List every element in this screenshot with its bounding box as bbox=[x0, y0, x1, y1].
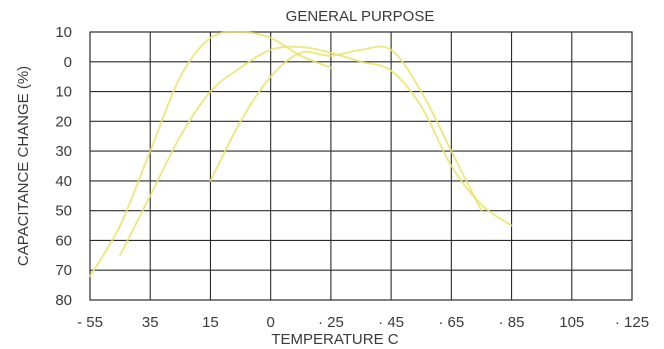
y-tick-label: 60 bbox=[55, 232, 72, 249]
series-line-1 bbox=[89, 30, 332, 278]
x-tick-label: · 45 bbox=[378, 314, 404, 331]
x-tick-label: · 65 bbox=[438, 314, 464, 331]
x-tick-label: · 85 bbox=[499, 314, 525, 331]
x-axis-ticks: - 55 35 15 0 · 25 · 45 · 65 · 85 105 · 125 bbox=[77, 314, 649, 331]
y-axis-label: CAPACITANCE CHANGE (%) bbox=[15, 66, 32, 266]
x-tick-label: 35 bbox=[142, 314, 159, 331]
plot-frame bbox=[89, 31, 633, 301]
x-tick-label: 15 bbox=[202, 314, 219, 331]
y-tick-label: 0 bbox=[64, 54, 72, 71]
y-tick-label: 70 bbox=[55, 262, 72, 279]
x-tick-label: · 125 bbox=[615, 314, 649, 331]
curves bbox=[89, 30, 513, 278]
y-tick-label: 20 bbox=[55, 113, 72, 130]
y-tick-label: 10 bbox=[55, 24, 72, 41]
x-tick-label: 105 bbox=[559, 314, 584, 331]
grid bbox=[90, 32, 632, 300]
y-tick-label: 10 bbox=[55, 84, 72, 101]
y-tick-label: 50 bbox=[55, 203, 72, 220]
x-tick-label: 0 bbox=[266, 314, 274, 331]
y-tick-label: 80 bbox=[55, 292, 72, 309]
series-line-3 bbox=[209, 45, 483, 212]
x-axis-label: TEMPERATURE C bbox=[271, 331, 398, 348]
y-tick-label: 40 bbox=[55, 173, 72, 190]
x-tick-label: - 55 bbox=[77, 314, 103, 331]
series-line-2 bbox=[119, 45, 513, 257]
y-tick-label: 30 bbox=[55, 143, 72, 160]
chart-title: GENERAL PURPOSE bbox=[286, 8, 435, 25]
y-axis-ticks: 10 0 10 20 30 40 50 60 70 80 bbox=[55, 24, 72, 309]
x-tick-label: · 25 bbox=[318, 314, 344, 331]
